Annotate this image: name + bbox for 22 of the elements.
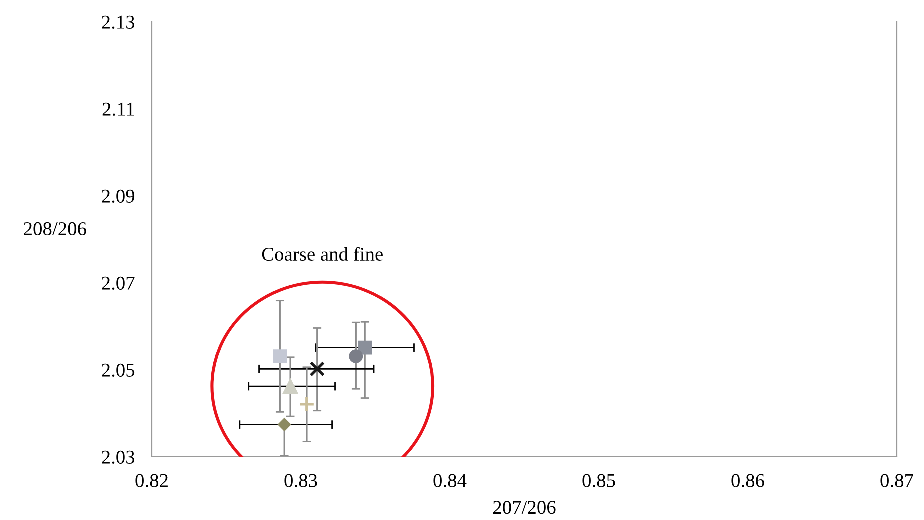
- x-tick-label: 0.84: [434, 474, 467, 488]
- y-axis-title: 208/206: [24, 222, 86, 236]
- y-tick-label: 2.05: [102, 364, 135, 378]
- point: [282, 378, 298, 394]
- point: [273, 350, 288, 364]
- x-tick-label: 0.87: [880, 474, 914, 488]
- y-tick-label: 2.03: [102, 450, 135, 464]
- point: [349, 350, 364, 364]
- y-tick-label: 2.11: [102, 102, 134, 116]
- x-tick-label: 0.82: [136, 474, 168, 488]
- point: [358, 340, 372, 355]
- point: [310, 361, 326, 377]
- x-axis-title: 207/206: [493, 501, 556, 514]
- annotation: Coarse and fine: [262, 247, 383, 262]
- point: [278, 418, 292, 432]
- y-tick-label: 2.13: [102, 16, 135, 30]
- y-tick-label: 2.07: [102, 276, 135, 290]
- x-tick-label: 0.83: [284, 474, 318, 488]
- x-tick-label: 0.86: [732, 474, 764, 488]
- y-tick-label: 2.09: [102, 190, 135, 204]
- point: [298, 396, 316, 413]
- x-tick-label: 0.85: [582, 474, 616, 488]
